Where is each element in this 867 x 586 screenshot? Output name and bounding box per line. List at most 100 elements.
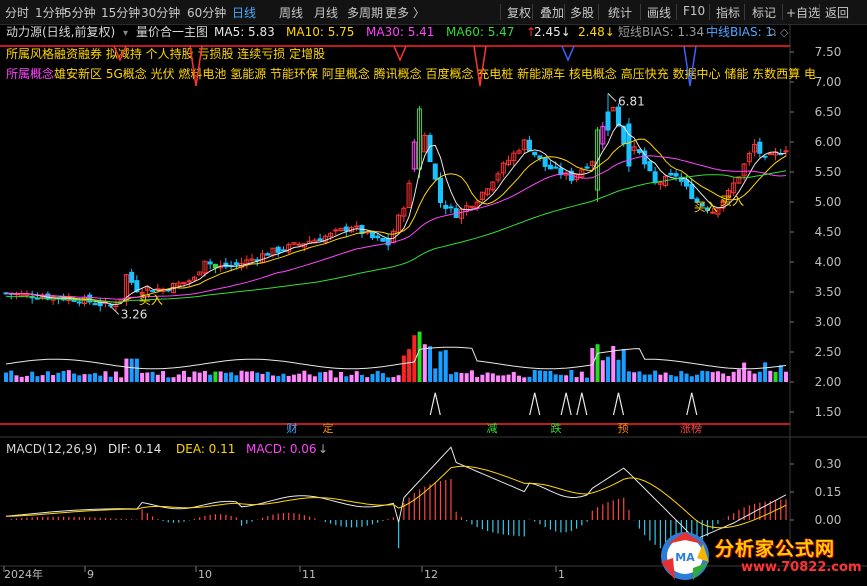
- candle-body: [422, 134, 428, 153]
- macd-dea: DEA: 0.11: [176, 442, 235, 456]
- period-tab-2[interactable]: 5分钟: [64, 6, 96, 20]
- volume-bar: [443, 350, 448, 382]
- candle-body: [296, 243, 302, 246]
- signal-spike: [686, 392, 698, 416]
- volume-bar: [637, 371, 642, 382]
- period-tab-0[interactable]: 分时: [5, 6, 30, 20]
- volume-bar: [150, 371, 155, 382]
- candle-body: [317, 238, 323, 242]
- volume-bar: [721, 373, 726, 382]
- volume-bar: [312, 376, 317, 382]
- macd-y-label: 0.00: [815, 513, 842, 527]
- period-tab-6[interactable]: 日线: [232, 6, 257, 20]
- y-axis-label: 2.00: [815, 375, 842, 389]
- volume-bar: [469, 370, 474, 382]
- candle: [432, 163, 438, 181]
- macd-arrow: ↓: [318, 442, 328, 456]
- event-tag-4: 预: [618, 422, 629, 435]
- candle: [155, 283, 161, 291]
- candle: [710, 208, 716, 214]
- candle-body: [495, 173, 501, 181]
- toolbar-tool-3[interactable]: 统计: [608, 6, 633, 20]
- kline-chart[interactable]: 7.50 7.00 6.50 6.00 5.50 5.00 4.50 4.00 3.50 3.00…: [0, 24, 867, 586]
- candle-body: [689, 183, 695, 200]
- volume-bar: [187, 377, 192, 382]
- volume-bar: [171, 377, 176, 382]
- volume-bar: [51, 374, 56, 382]
- period-tab-3[interactable]: 15分钟: [101, 6, 141, 20]
- svg-text:MA: MA: [675, 551, 695, 564]
- volume-bar: [585, 377, 590, 382]
- candle: [636, 148, 642, 155]
- volume-bar: [281, 373, 286, 382]
- volume-bar: [140, 372, 145, 382]
- candle-body: [249, 258, 255, 261]
- candle: [144, 286, 150, 296]
- volume-bar: [87, 374, 92, 382]
- y-axis-label: 7.00: [815, 75, 842, 89]
- candle: [516, 148, 522, 155]
- candle-body: [762, 155, 768, 158]
- volume-bar: [679, 371, 684, 382]
- indicator-name: 量价合一主图: [136, 24, 208, 39]
- volume-bar: [433, 368, 438, 382]
- candle-body: [490, 181, 496, 191]
- candle-body: [265, 253, 271, 256]
- volume-bar: [276, 376, 281, 382]
- volume-bar: [359, 374, 364, 382]
- volume-bar: [255, 372, 260, 382]
- candle-body: [741, 163, 747, 177]
- toolbar-tool-4[interactable]: 画线: [647, 6, 672, 20]
- volume-bar: [428, 346, 433, 382]
- candle: [280, 246, 286, 253]
- period-tab-10[interactable]: 更多 〉: [385, 6, 425, 20]
- toolbar-tool-6[interactable]: 标记: [752, 6, 777, 20]
- low-price-label: 3.26: [121, 307, 148, 321]
- candle: [207, 258, 213, 270]
- candle-body: [699, 203, 705, 207]
- volume-bar: [501, 375, 506, 382]
- candle-body: [521, 139, 527, 151]
- candle-body: [437, 177, 443, 203]
- toolbar-tool-0[interactable]: 复权: [507, 6, 532, 20]
- macd-value: MACD: 0.06: [246, 442, 317, 456]
- candle: [642, 147, 648, 169]
- candle-body: [610, 106, 616, 112]
- volume-bar: [747, 370, 752, 382]
- period-tab-4[interactable]: 30分钟: [141, 6, 181, 20]
- toolbar-tool-indicator[interactable]: 指标: [716, 6, 741, 20]
- volume-bar: [108, 376, 113, 382]
- candle: [338, 227, 344, 232]
- toolbar-tool-8[interactable]: 返回: [825, 6, 850, 20]
- volume-bar: [537, 370, 542, 382]
- candle-body: [752, 143, 758, 153]
- event-tag-0: 财: [287, 421, 298, 435]
- ma-label-0: MA5: 5.83: [214, 25, 275, 39]
- candle: [773, 147, 779, 161]
- toolbar-tool-7[interactable]: +自选: [786, 6, 821, 20]
- volume-bar: [763, 362, 768, 382]
- volume-bar: [653, 370, 658, 382]
- period-tab-7[interactable]: 周线: [279, 6, 304, 20]
- candle: [647, 160, 653, 172]
- toolbar-tool-5[interactable]: F10: [683, 4, 706, 18]
- toolbar-tool-1[interactable]: 叠加: [540, 6, 565, 20]
- candle: [354, 221, 360, 232]
- candle: [699, 202, 705, 208]
- period-tab-5[interactable]: 60分钟: [187, 6, 227, 20]
- volume-bar: [391, 377, 396, 382]
- volume-bar: [119, 377, 124, 382]
- volume-bar: [145, 372, 150, 382]
- macd-y-label: 0.30: [815, 457, 842, 471]
- period-tab-8[interactable]: 月线: [314, 6, 339, 20]
- volume-bar: [208, 374, 213, 382]
- volume-bar: [700, 370, 705, 382]
- candle: [563, 170, 569, 180]
- candle-body: [757, 141, 763, 154]
- period-tab-1[interactable]: 1分钟: [35, 6, 67, 20]
- period-tab-9[interactable]: 多周期: [347, 6, 384, 20]
- volume-bar: [490, 373, 495, 382]
- candle: [500, 161, 506, 178]
- toolbar-tool-2[interactable]: 多股: [570, 6, 595, 20]
- candle: [233, 259, 239, 270]
